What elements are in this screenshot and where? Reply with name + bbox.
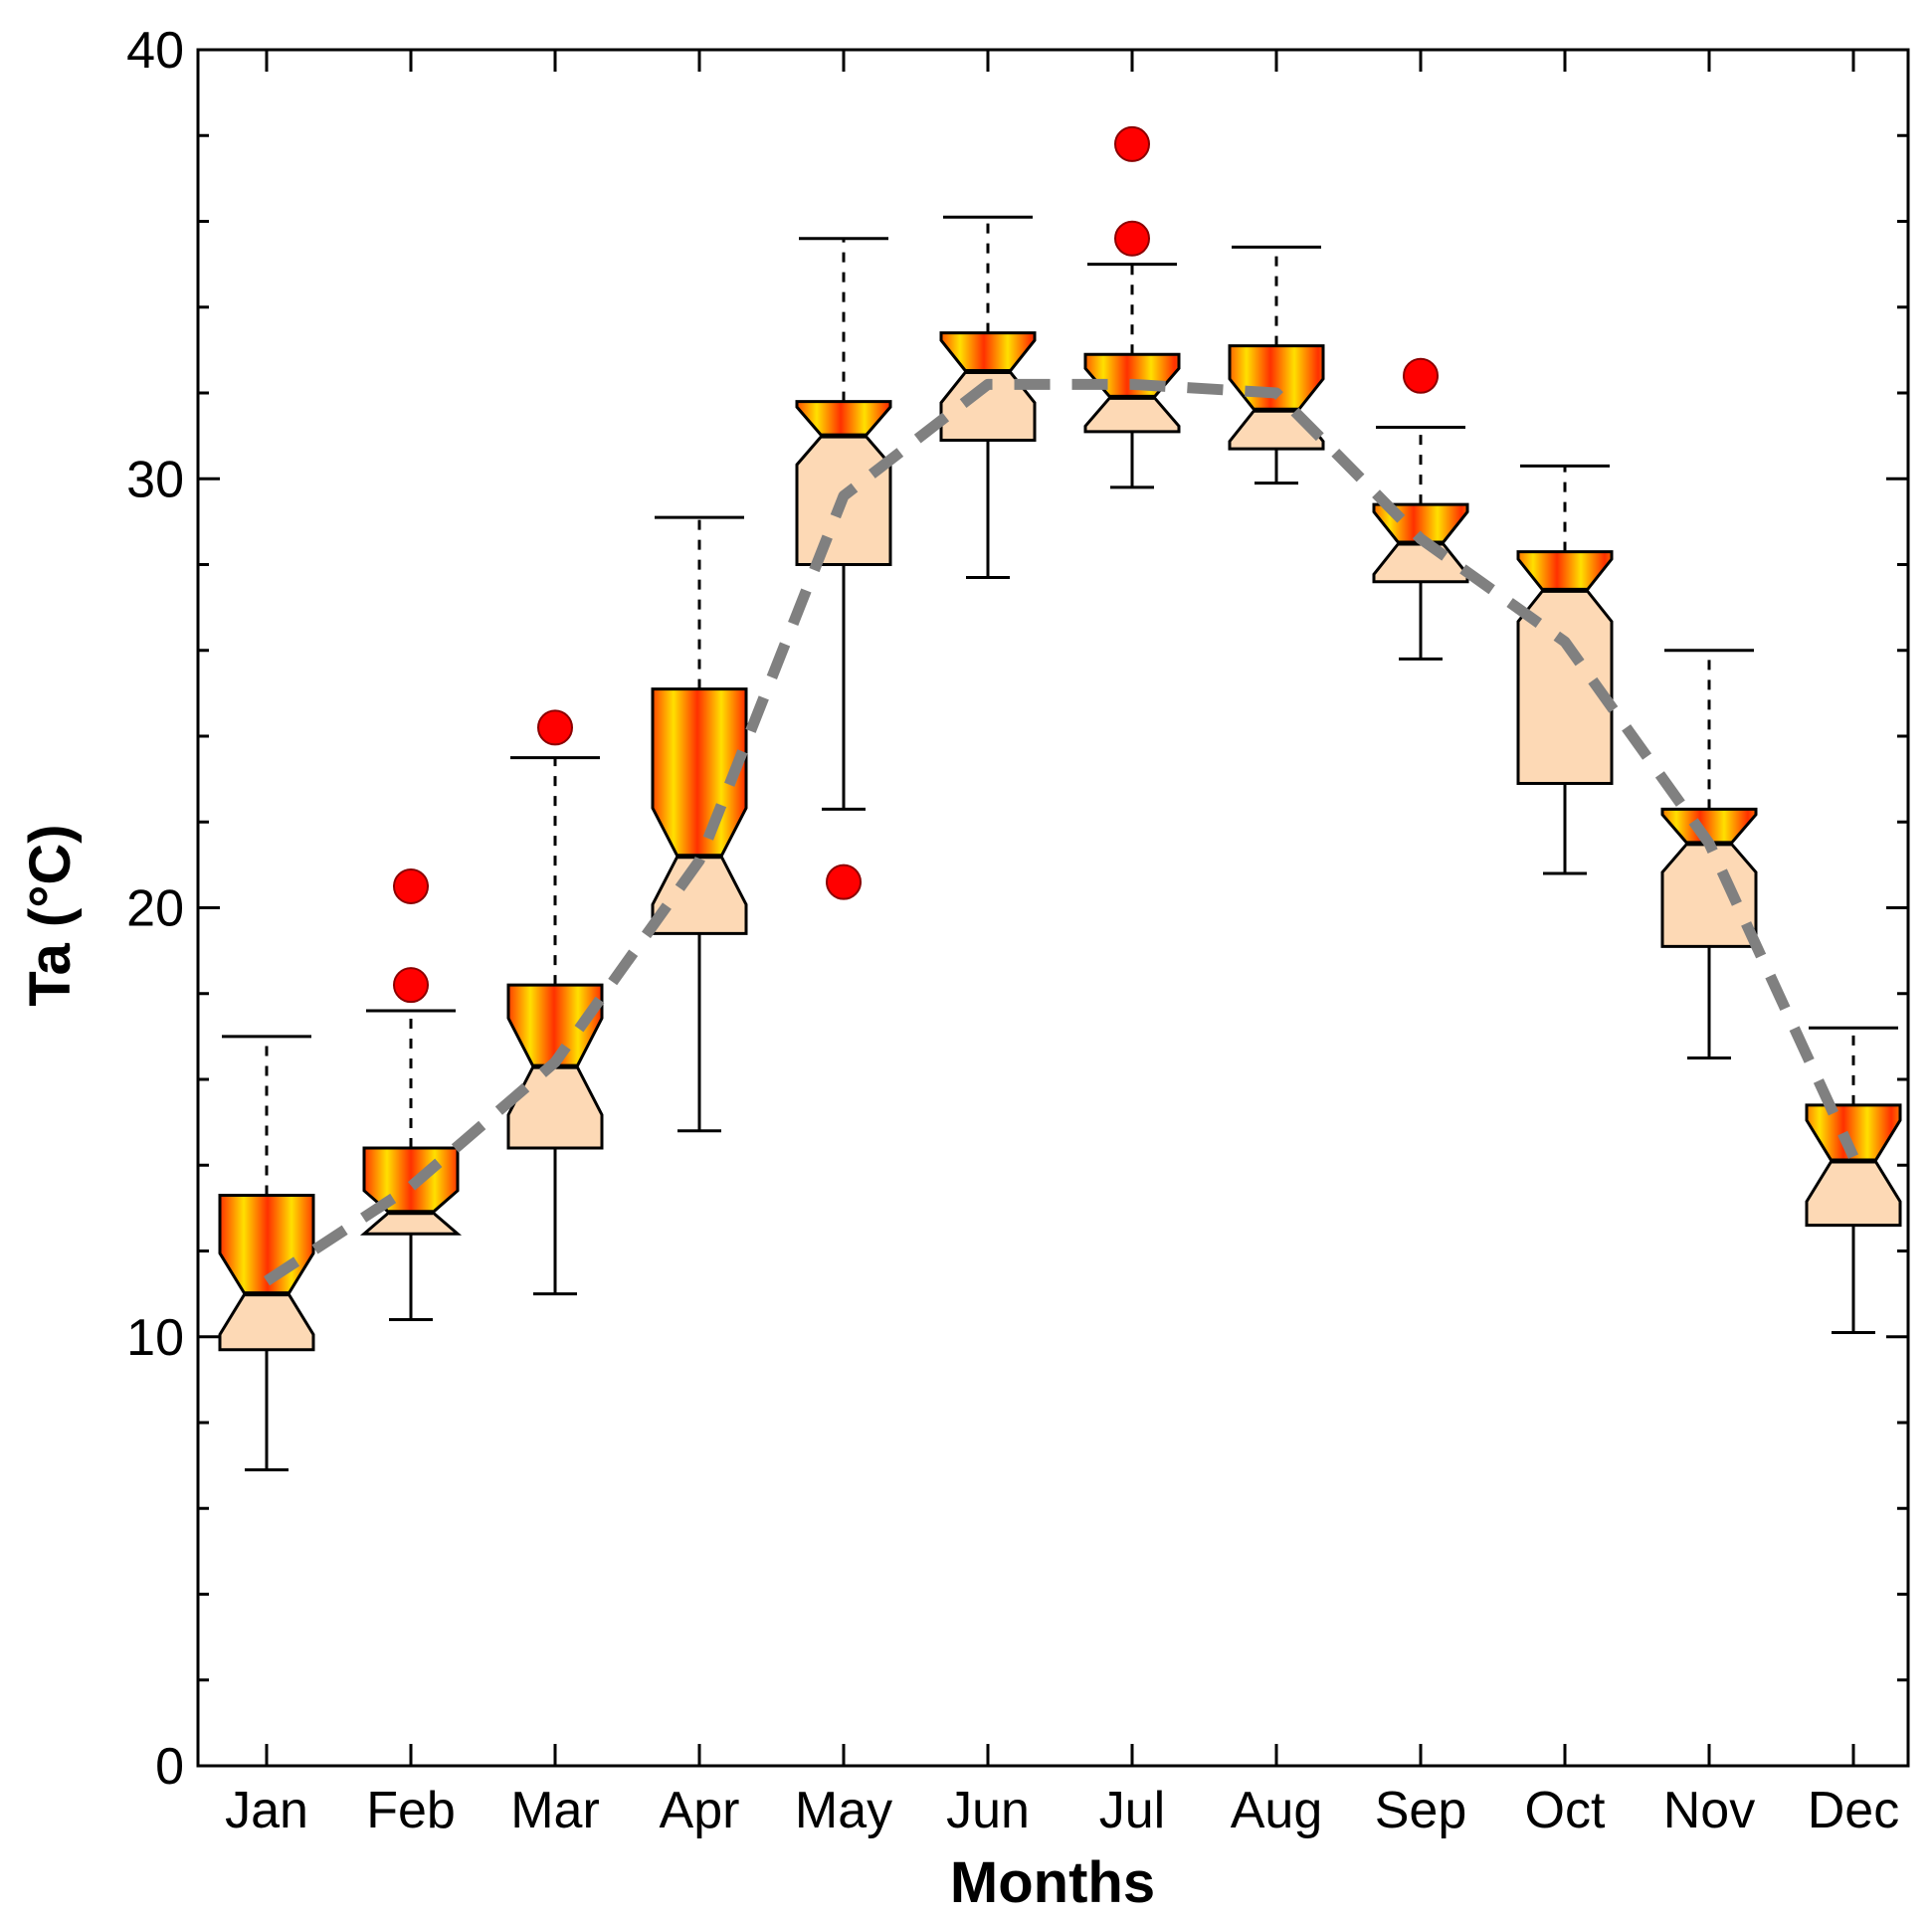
y-tick-label: 0: [155, 1738, 184, 1796]
boxes: [218, 215, 1902, 1471]
x-tick-label-feb: Feb: [366, 1782, 456, 1839]
outlier-point: [826, 864, 862, 900]
box-apr: [651, 515, 748, 1133]
x-tick-label-apr: Apr: [660, 1782, 740, 1839]
x-tick-label-oct: Oct: [1525, 1782, 1606, 1839]
outlier-point: [537, 709, 573, 746]
x-axis-title: Months: [950, 1850, 1155, 1915]
x-tick-label-mar: Mar: [510, 1782, 600, 1839]
outlier-point: [1114, 220, 1150, 257]
box-may: [795, 237, 892, 811]
box-mar: [506, 756, 604, 1296]
box-lower-half: [1372, 541, 1469, 584]
box-lower-half: [359, 1211, 463, 1236]
labels: Months Ta (°C): [18, 824, 1155, 1915]
x-tick-label-dec: Dec: [1808, 1782, 1899, 1839]
x-tick-label-aug: Aug: [1231, 1782, 1323, 1839]
x-tick-label-jan: Jan: [225, 1782, 308, 1839]
y-tick-label: 40: [126, 22, 184, 80]
plot-frame: [196, 48, 1910, 1768]
box-upper-half: [939, 331, 1037, 373]
x-tick-label-nov: Nov: [1663, 1782, 1755, 1839]
box-lower-half: [1083, 395, 1181, 434]
x-tick-label-jul: Jul: [1099, 1782, 1165, 1839]
y-axis-title: Ta (°C): [18, 824, 83, 1006]
mean-line: [263, 378, 1858, 1286]
box-jan: [218, 1035, 315, 1471]
box-lower-half: [506, 1064, 604, 1150]
box-jun: [939, 215, 1037, 579]
box-upper-half: [795, 400, 892, 438]
box-aug: [1228, 245, 1325, 485]
x-tick-label-may: May: [795, 1782, 892, 1839]
outlier-point: [393, 867, 429, 904]
box-feb: [359, 1009, 463, 1321]
box-lower-half: [1660, 842, 1758, 948]
box-jul: [1083, 263, 1181, 489]
box-dec: [1805, 1026, 1902, 1334]
box-upper-half: [1228, 344, 1325, 412]
outlier-point: [393, 967, 429, 1004]
x-tick-label-jun: Jun: [946, 1782, 1030, 1839]
y-tick-label: 30: [126, 451, 184, 508]
box-upper-half: [1516, 550, 1614, 592]
y-tick-label: 10: [126, 1309, 184, 1367]
y-tick-label: 20: [126, 880, 184, 938]
box-lower-half: [1805, 1159, 1902, 1228]
mean-line-layer: [263, 378, 1858, 1286]
outlier-point: [1114, 125, 1150, 162]
box-oct: [1516, 464, 1614, 875]
outlier-point: [1403, 357, 1439, 394]
box-lower-half: [218, 1292, 315, 1352]
box-nov: [1660, 649, 1758, 1059]
outliers: [393, 125, 1439, 1004]
x-tick-label-sep: Sep: [1375, 1782, 1467, 1839]
axes: 0 10 20 30 40 Jan Feb Mar Apr May Jun Jul Aug Sep Oct N…: [126, 22, 1910, 1839]
